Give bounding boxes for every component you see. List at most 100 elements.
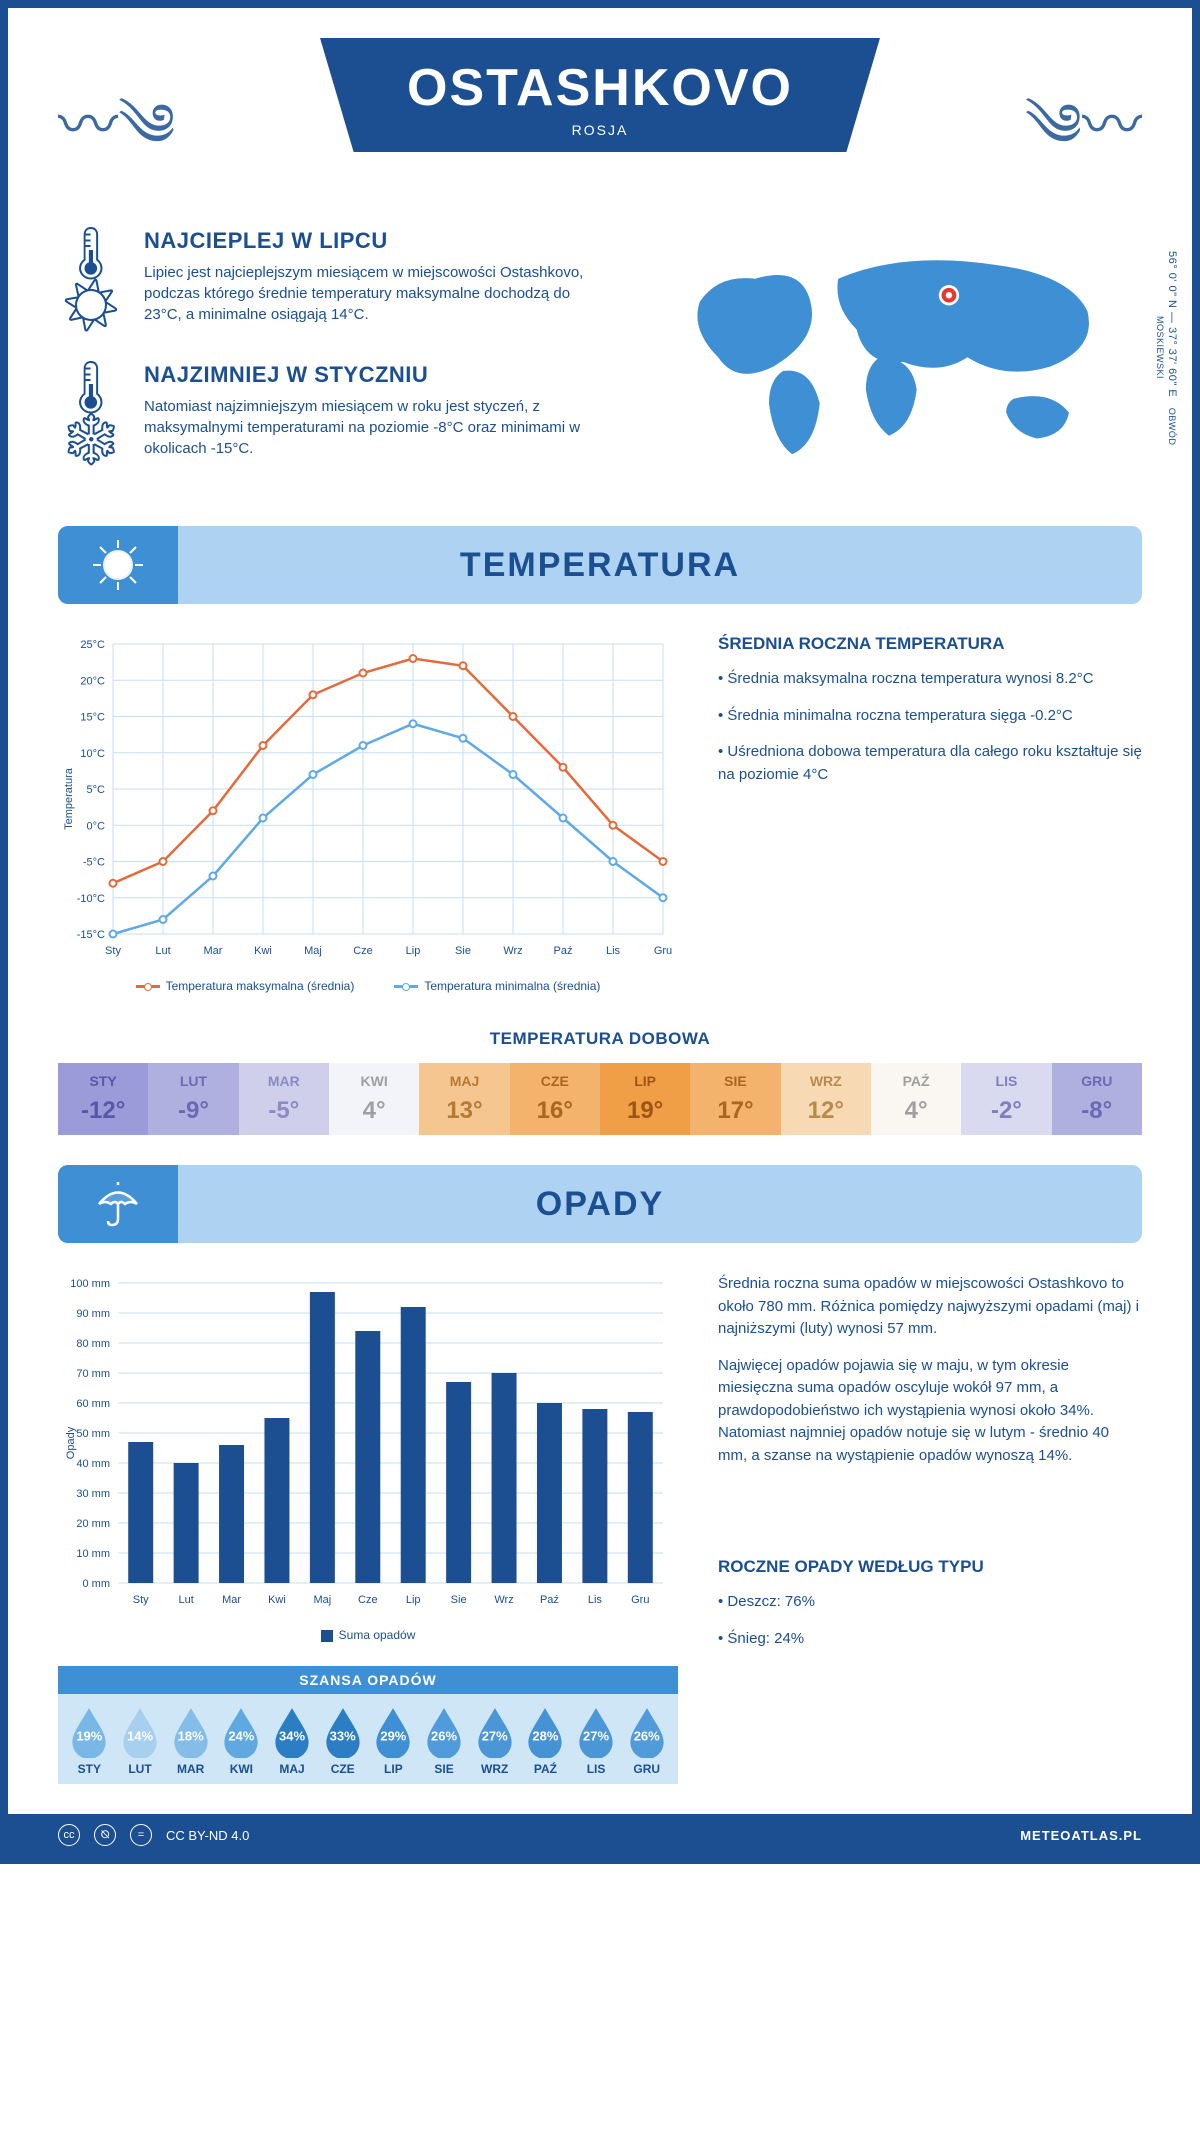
thermometer-snow-icon: 🌡❄ [58, 362, 124, 466]
chance-cell: 26%SIE [419, 1706, 470, 1776]
coldest-title: NAJZIMNIEJ W STYCZNIU [144, 362, 605, 388]
world-map [645, 228, 1142, 468]
chance-cell: 28%PAŹ [520, 1706, 571, 1776]
svg-text:Wrz: Wrz [494, 1594, 513, 1606]
chance-cell: 24%KWI [216, 1706, 267, 1776]
daily-temp-cell: MAR-5° [239, 1063, 329, 1135]
svg-text:-15°C: -15°C [77, 929, 105, 941]
svg-text:80 mm: 80 mm [76, 1338, 110, 1350]
warmest-title: NAJCIEPLEJ W LIPCU [144, 228, 605, 254]
svg-text:Gru: Gru [631, 1594, 649, 1606]
precip-title: OPADY [208, 1185, 1142, 1224]
svg-text:Lip: Lip [406, 1594, 421, 1606]
svg-text:Paź: Paź [540, 1594, 559, 1606]
svg-text:Maj: Maj [314, 1594, 332, 1606]
svg-text:Sty: Sty [105, 945, 121, 957]
temperature-side-text: ŚREDNIA ROCZNA TEMPERATURA • Średnia mak… [718, 634, 1142, 993]
svg-text:50 mm: 50 mm [76, 1428, 110, 1440]
svg-text:Lut: Lut [155, 945, 170, 957]
title-banner: OSTASHKOVO ROSJA [320, 38, 880, 152]
daily-temp-cell: LUT-9° [148, 1063, 238, 1135]
svg-text:-5°C: -5°C [83, 857, 105, 869]
country-label: ROSJA [400, 122, 800, 138]
nd-icon: = [130, 1824, 152, 1846]
svg-text:0°C: 0°C [87, 820, 106, 832]
wind-icon: 〰༄ [58, 58, 175, 227]
coldest-text: Natomiast najzimniejszym miesiącem w rok… [144, 396, 605, 459]
chance-cell: 18%MAR [165, 1706, 216, 1776]
svg-text:Lis: Lis [588, 1594, 603, 1606]
daily-temp-cell: LIP19° [600, 1063, 690, 1135]
svg-text:Sty: Sty [133, 1594, 149, 1606]
svg-text:Cze: Cze [353, 945, 373, 957]
svg-text:Gru: Gru [654, 945, 672, 957]
warmest-block: 🌡☀ NAJCIEPLEJ W LIPCU Lipiec jest najcie… [58, 228, 605, 332]
precip-side-text: Średnia roczna suma opadów w miejscowośc… [718, 1273, 1142, 1784]
svg-text:Cze: Cze [358, 1594, 378, 1606]
chance-cell: 27%WRZ [469, 1706, 520, 1776]
chance-cell: 19%STY [64, 1706, 115, 1776]
svg-text:30 mm: 30 mm [76, 1488, 110, 1500]
svg-text:Kwi: Kwi [268, 1594, 286, 1606]
svg-text:60 mm: 60 mm [76, 1398, 110, 1410]
chance-cell: 27%LIS [571, 1706, 622, 1776]
daily-temp-cell: SIE17° [690, 1063, 780, 1135]
daily-temp-cell: KWI4° [329, 1063, 419, 1135]
svg-text:70 mm: 70 mm [76, 1368, 110, 1380]
svg-text:5°C: 5°C [87, 784, 106, 796]
svg-text:20 mm: 20 mm [76, 1518, 110, 1530]
coordinates-label: 56° 0' 0" N — 37° 37' 60" E OBWÓD MOSKIE… [1154, 238, 1178, 458]
temperature-line-chart: -15°C -10°C -5°C 0°C 5°C 10°C 15°C 20°C 25°C Sty L… [58, 634, 678, 993]
precip-bar-chart: 0 mm 10 mm 20 mm 30 mm 40 mm 50 mm 60 mm 70 mm 8… [58, 1273, 678, 1784]
svg-text:100 mm: 100 mm [70, 1278, 110, 1290]
thermometer-sun-icon: 🌡☀ [58, 228, 124, 332]
city-title: OSTASHKOVO [400, 58, 800, 118]
temperature-section-banner: TEMPERATURA [58, 526, 1142, 604]
chance-cell: 33%CZE [317, 1706, 368, 1776]
daily-temp-cell: MAJ13° [419, 1063, 509, 1135]
umbrella-icon [58, 1165, 178, 1243]
temperature-title: TEMPERATURA [208, 546, 1142, 585]
svg-text:Lip: Lip [406, 945, 421, 957]
daily-temp-cell: PAŹ4° [871, 1063, 961, 1135]
license-label: CC BY-ND 4.0 [166, 1828, 249, 1843]
daily-temp-cell: GRU-8° [1052, 1063, 1142, 1135]
daily-temp-table: STY-12°LUT-9°MAR-5°KWI4°MAJ13°CZE16°LIP1… [58, 1063, 1142, 1135]
svg-text:40 mm: 40 mm [76, 1458, 110, 1470]
svg-text:Maj: Maj [304, 945, 322, 957]
sun-icon [58, 526, 178, 604]
svg-text:Mar: Mar [204, 945, 223, 957]
svg-text:Sie: Sie [455, 945, 471, 957]
header: 〰༄ OSTASHKOVO ROSJA ༄〰 [58, 38, 1142, 218]
warmest-text: Lipiec jest najcieplejszym miesiącem w m… [144, 262, 605, 325]
svg-text:Temperatura: Temperatura [63, 767, 75, 830]
cc-icon: cc [58, 1824, 80, 1846]
svg-text:25°C: 25°C [80, 639, 105, 651]
svg-text:15°C: 15°C [80, 712, 105, 724]
svg-text:Lis: Lis [606, 945, 621, 957]
chance-cell: 14%LUT [115, 1706, 166, 1776]
daily-temp-heading: TEMPERATURA DOBOWA [58, 1029, 1142, 1049]
svg-text:Kwi: Kwi [254, 945, 272, 957]
daily-temp-cell: CZE16° [510, 1063, 600, 1135]
svg-text:-10°C: -10°C [77, 893, 105, 905]
chance-cell: 26%GRU [621, 1706, 672, 1776]
wind-icon: ༄〰 [1025, 58, 1142, 227]
svg-text:90 mm: 90 mm [76, 1308, 110, 1320]
daily-temp-cell: LIS-2° [961, 1063, 1051, 1135]
precip-chance-table: SZANSA OPADÓW 19%STY14%LUT18%MAR24%KWI34… [58, 1666, 678, 1784]
svg-text:Sie: Sie [451, 1594, 467, 1606]
svg-text:Lut: Lut [178, 1594, 193, 1606]
svg-text:0 mm: 0 mm [83, 1578, 111, 1590]
chance-cell: 34%MAJ [267, 1706, 318, 1776]
chance-cell: 29%LIP [368, 1706, 419, 1776]
daily-temp-cell: STY-12° [58, 1063, 148, 1135]
svg-text:20°C: 20°C [80, 675, 105, 687]
svg-text:Paź: Paź [554, 945, 573, 957]
svg-text:10°C: 10°C [80, 748, 105, 760]
daily-temp-cell: WRZ12° [781, 1063, 871, 1135]
svg-text:10 mm: 10 mm [76, 1548, 110, 1560]
by-icon: ⦰ [94, 1824, 116, 1846]
svg-text:Opady: Opady [65, 1426, 77, 1459]
precip-section-banner: OPADY [58, 1165, 1142, 1243]
